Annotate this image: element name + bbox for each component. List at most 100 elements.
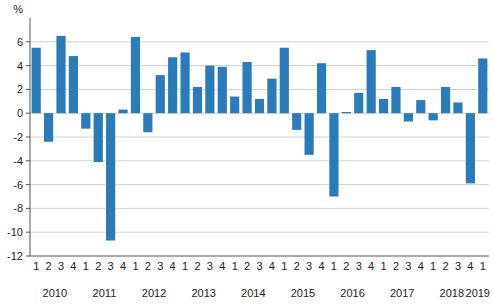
bar bbox=[143, 113, 152, 132]
bar bbox=[305, 113, 314, 155]
grid-line bbox=[30, 65, 489, 66]
bar bbox=[255, 99, 264, 113]
bar bbox=[391, 87, 400, 113]
y-tick bbox=[26, 256, 30, 257]
x-tick-label: 3 bbox=[306, 260, 312, 272]
x-group-label: 2016 bbox=[340, 287, 364, 299]
bar bbox=[168, 57, 177, 113]
x-tick-label: 1 bbox=[281, 260, 287, 272]
x-tick-label: 4 bbox=[269, 260, 275, 272]
x-tick-label: 2 bbox=[244, 260, 250, 272]
bar bbox=[342, 112, 351, 113]
bar bbox=[379, 99, 388, 113]
y-axis-label: % bbox=[13, 3, 23, 15]
x-tick-label: 3 bbox=[207, 260, 213, 272]
y-tick bbox=[26, 232, 30, 233]
x-tick-label: 1 bbox=[331, 260, 337, 272]
bar bbox=[354, 93, 363, 113]
x-tick-label: 2 bbox=[46, 260, 52, 272]
bar bbox=[416, 100, 425, 113]
grid-line bbox=[30, 89, 489, 90]
x-tick-label: 1 bbox=[83, 260, 89, 272]
x-tick-label: 1 bbox=[480, 260, 486, 272]
bar bbox=[44, 113, 53, 142]
bar bbox=[329, 113, 338, 196]
bar bbox=[441, 87, 450, 113]
bar bbox=[180, 53, 189, 114]
y-tick bbox=[26, 65, 30, 66]
x-group-label: 2014 bbox=[241, 287, 265, 299]
y-tick bbox=[26, 113, 30, 114]
x-tick-label: 4 bbox=[120, 260, 126, 272]
bar bbox=[404, 113, 413, 121]
bar bbox=[156, 75, 165, 113]
bar bbox=[267, 79, 276, 114]
y-tick-label: -4 bbox=[13, 155, 23, 167]
y-tick-label: 4 bbox=[17, 60, 23, 72]
y-tick-label: 2 bbox=[17, 83, 23, 95]
bar bbox=[466, 113, 475, 183]
y-tick-label: 6 bbox=[17, 36, 23, 48]
grid-line bbox=[30, 208, 489, 209]
x-tick-label: 3 bbox=[108, 260, 114, 272]
grid-line bbox=[30, 232, 489, 233]
chart: -12-10-8-6-4-20246%123412341234123412341… bbox=[0, 0, 493, 306]
bar bbox=[32, 48, 41, 113]
bar bbox=[56, 36, 65, 113]
y-tick-label: -8 bbox=[13, 202, 23, 214]
bar bbox=[292, 113, 301, 130]
x-group-label: 2011 bbox=[93, 287, 117, 299]
grid-line bbox=[30, 256, 489, 257]
x-tick-label: 2 bbox=[294, 260, 300, 272]
bar bbox=[478, 58, 487, 113]
x-tick-label: 2 bbox=[343, 260, 349, 272]
y-tick bbox=[26, 137, 30, 138]
bar bbox=[69, 56, 78, 113]
x-tick-label: 3 bbox=[157, 260, 163, 272]
x-group-label: 2012 bbox=[142, 287, 166, 299]
y-tick bbox=[26, 41, 30, 42]
grid-line bbox=[30, 41, 489, 42]
bar bbox=[193, 87, 202, 113]
x-tick-label: 1 bbox=[182, 260, 188, 272]
x-tick-label: 1 bbox=[232, 260, 238, 272]
x-tick-label: 4 bbox=[219, 260, 225, 272]
x-tick-label: 2 bbox=[145, 260, 151, 272]
bar bbox=[106, 113, 115, 240]
x-tick-label: 3 bbox=[256, 260, 262, 272]
x-group-label: 2017 bbox=[390, 287, 414, 299]
bar bbox=[131, 37, 140, 113]
x-tick-label: 2 bbox=[194, 260, 200, 272]
bar bbox=[218, 67, 227, 113]
bar bbox=[94, 113, 103, 162]
x-tick-label: 1 bbox=[132, 260, 138, 272]
x-tick-label: 1 bbox=[380, 260, 386, 272]
x-tick-label: 4 bbox=[368, 260, 374, 272]
grid-line bbox=[30, 184, 489, 185]
x-tick-label: 4 bbox=[418, 260, 424, 272]
y-tick-label: 0 bbox=[17, 107, 23, 119]
bar bbox=[453, 102, 462, 113]
y-tick bbox=[26, 208, 30, 209]
x-group-label: 2013 bbox=[191, 287, 215, 299]
y-tick-label: -12 bbox=[7, 250, 23, 262]
x-tick-label: 2 bbox=[95, 260, 101, 272]
x-tick-label: 1 bbox=[33, 260, 39, 272]
bar bbox=[81, 113, 90, 128]
x-tick-label: 3 bbox=[58, 260, 64, 272]
bar bbox=[280, 48, 289, 113]
y-tick bbox=[26, 89, 30, 90]
bars bbox=[32, 36, 488, 241]
x-group-label: 2019 bbox=[466, 287, 490, 299]
x-tick-label: 4 bbox=[170, 260, 176, 272]
x-tick-label: 3 bbox=[405, 260, 411, 272]
y-tick bbox=[26, 160, 30, 161]
bar bbox=[118, 110, 127, 114]
x-group-label: 2010 bbox=[43, 287, 67, 299]
x-tick-label: 2 bbox=[443, 260, 449, 272]
y-tick-label: -10 bbox=[7, 226, 23, 238]
x-tick-label: 4 bbox=[318, 260, 324, 272]
x-tick-label: 2 bbox=[393, 260, 399, 272]
bar bbox=[429, 113, 438, 120]
bar bbox=[230, 97, 239, 114]
